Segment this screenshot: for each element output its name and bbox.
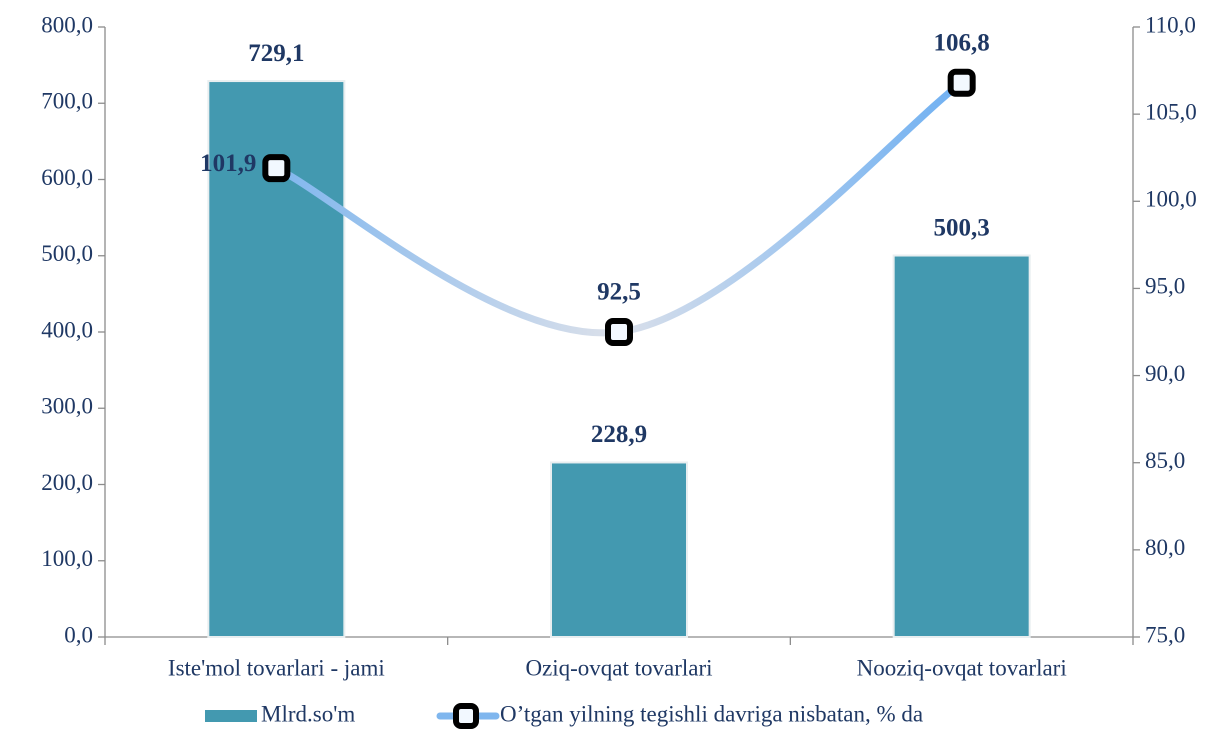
y-tick-label: 0,0: [64, 622, 93, 647]
x-tick-label: Iste'mol tovarlari - jami: [168, 655, 385, 680]
y2-tick-label: 85,0: [1145, 448, 1185, 473]
line-value-label: 92,5: [597, 279, 641, 306]
bar: [550, 461, 688, 638]
y-tick-label: 200,0: [41, 470, 93, 495]
y2-tick-label: 110,0: [1145, 12, 1196, 37]
x-tick-label: Oziq-ovqat tovarlari: [525, 655, 712, 680]
y2-tick-label: 105,0: [1145, 99, 1197, 124]
bar-value-label: 729,1: [248, 40, 304, 67]
y2-tick-label: 80,0: [1145, 535, 1185, 560]
y-tick-label: 600,0: [41, 165, 93, 190]
legend-label: O’tgan yilning tegishli davriga nisbatan…: [500, 701, 923, 726]
line-marker: [947, 68, 976, 97]
y-tick-label: 300,0: [41, 394, 93, 419]
line-marker: [605, 318, 633, 346]
bar-value-label: 228,9: [591, 421, 647, 448]
legend-swatch: [205, 710, 257, 722]
y2-tick-label: 75,0: [1145, 622, 1185, 647]
y-tick-label: 400,0: [41, 317, 93, 342]
legend-label: Mlrd.so'm: [261, 701, 355, 726]
y2-tick-label: 90,0: [1145, 361, 1185, 386]
bar-value-label: 500,3: [934, 214, 990, 241]
y2-tick-label: 100,0: [1145, 187, 1197, 212]
y-tick-label: 800,0: [41, 12, 93, 37]
bar: [892, 254, 1031, 639]
y-tick-label: 500,0: [41, 241, 93, 266]
x-tick-label: Nooziq-ovqat tovarlari: [857, 655, 1067, 680]
line-value-label: 101,9: [200, 150, 256, 177]
line-value-label: 106,8: [934, 30, 990, 57]
legend-marker: [453, 703, 479, 729]
y-tick-label: 100,0: [41, 546, 93, 571]
y2-tick-label: 95,0: [1145, 274, 1185, 299]
y-tick-label: 700,0: [41, 89, 93, 114]
line-marker: [262, 154, 291, 183]
